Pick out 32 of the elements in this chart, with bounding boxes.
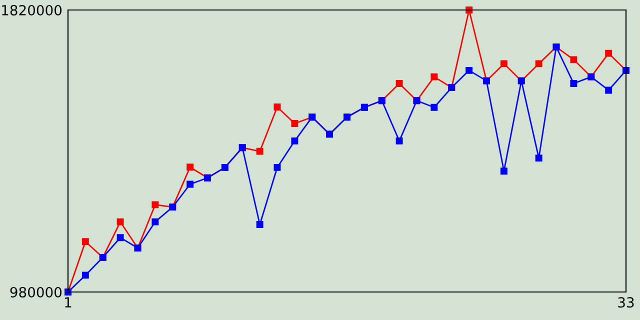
point [500,168,508,175]
point [396,80,403,87]
point [466,6,473,14]
point [570,80,578,87]
point [152,218,159,226]
y-tick-label: 1820000 [2,4,62,16]
point [291,120,298,127]
point [82,238,89,246]
point [256,221,264,228]
point [605,50,612,57]
point [152,201,159,208]
point [186,164,194,171]
point [535,60,542,68]
point [500,60,508,68]
point [256,148,264,155]
x-tick-label: 33 [618,297,634,308]
point [535,154,542,162]
point [274,104,281,110]
point [116,234,124,242]
point [466,66,473,74]
x-tick-label: 1 [65,297,72,308]
point [570,56,578,64]
point [430,104,438,111]
point [274,164,281,171]
point [82,272,89,279]
point [396,137,403,144]
y-tick-label: 980000 [10,286,62,298]
point [116,218,124,226]
point [430,73,438,80]
point [291,137,298,144]
point [186,180,194,188]
point [605,86,612,94]
